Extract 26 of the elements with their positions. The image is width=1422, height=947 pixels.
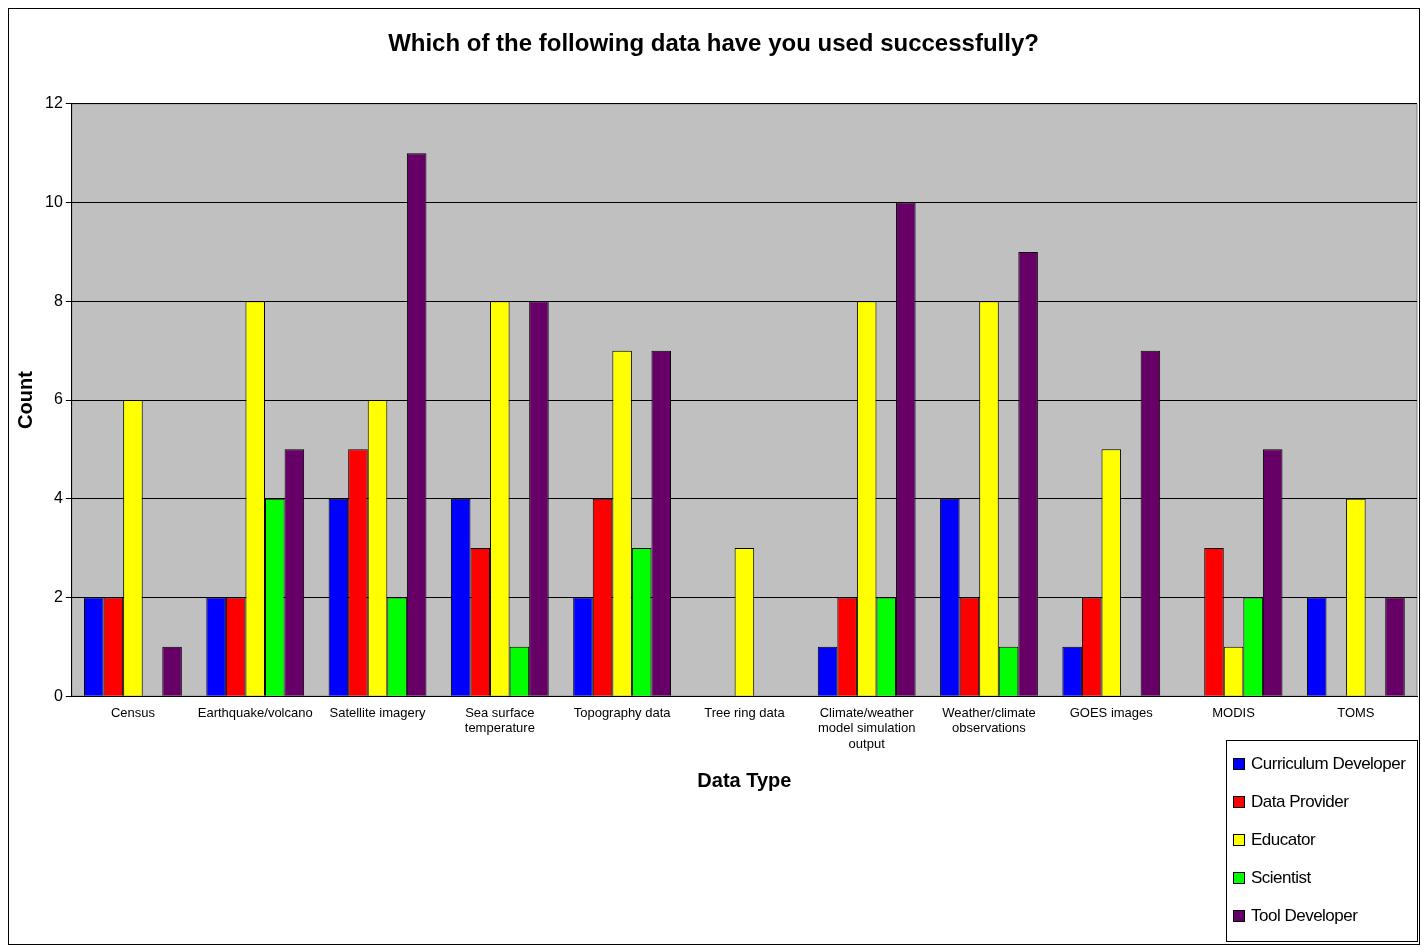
x-tick-label: GOES images bbox=[1069, 704, 1154, 720]
x-tick-label: Sea surface temperature bbox=[464, 704, 535, 736]
y-tick-label: 8 bbox=[53, 291, 63, 309]
x-tick-label: Earthquake/volcano bbox=[197, 704, 313, 720]
y-tick-label: 6 bbox=[53, 390, 63, 408]
x-tick-label: Satellite imagery bbox=[329, 704, 427, 720]
x-tick-label: TOMS bbox=[1337, 704, 1375, 720]
x-axis-title: Data Type bbox=[697, 768, 792, 791]
x-tick-label: MODIS bbox=[1212, 704, 1256, 720]
legend-label: Tool Developer bbox=[1250, 905, 1359, 927]
legend-label: Educator bbox=[1250, 829, 1317, 851]
legend-label: Data Provider bbox=[1250, 791, 1350, 813]
y-tick-label: 2 bbox=[53, 587, 63, 605]
chart-title: Which of the following data have you used successfully? bbox=[388, 29, 1039, 57]
x-tick-label: Weather/climate observations bbox=[942, 704, 1036, 736]
y-tick-label: 12 bbox=[45, 94, 63, 112]
x-tick-label: Climate/weather model simulation output bbox=[817, 704, 916, 751]
x-tick-label: Tree ring data bbox=[704, 704, 786, 720]
legend-label: Scientist bbox=[1250, 867, 1312, 889]
legend-label: Curriculum Developer bbox=[1250, 753, 1407, 775]
y-tick-label: 4 bbox=[53, 489, 63, 507]
y-tick-label: 10 bbox=[45, 192, 63, 210]
x-tick-label: Census bbox=[110, 704, 156, 720]
y-tick-label: 0 bbox=[53, 686, 63, 704]
y-axis-title: Count bbox=[13, 370, 36, 429]
x-tick-label: Topography data bbox=[573, 704, 672, 720]
